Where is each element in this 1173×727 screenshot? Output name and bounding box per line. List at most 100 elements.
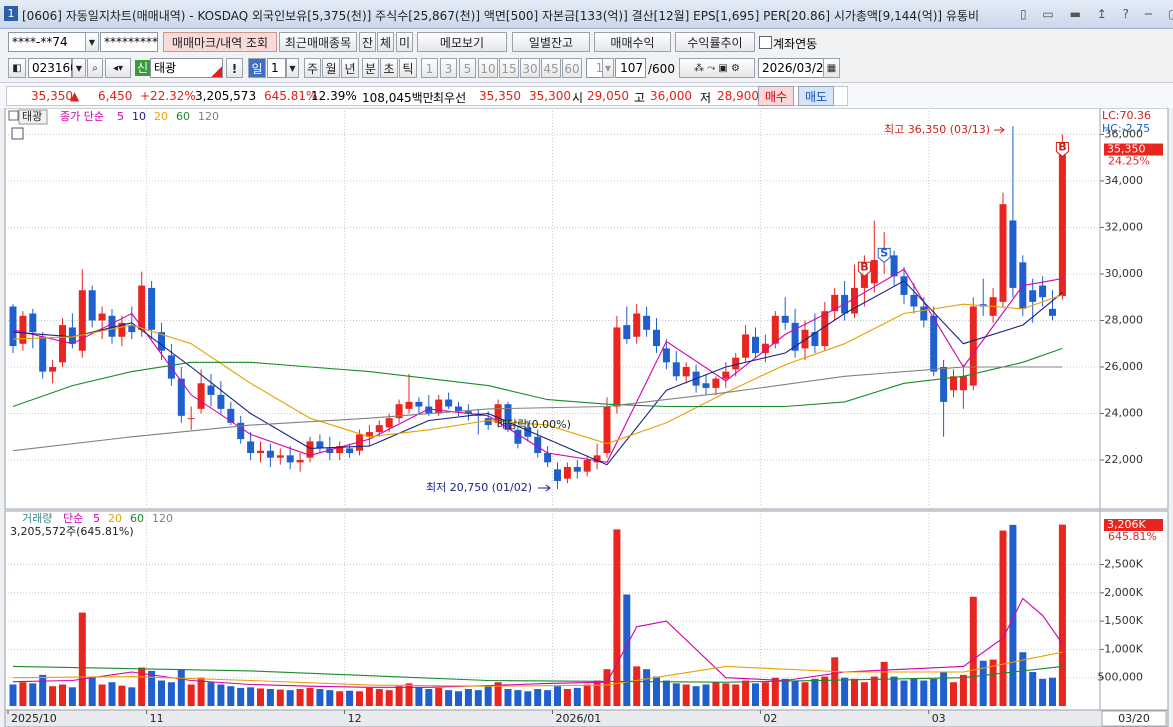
annotation-arrow (538, 484, 551, 492)
label: 시 (572, 91, 584, 105)
candle-body (752, 336, 759, 354)
period-button[interactable]: 분 (362, 58, 379, 78)
volume-bar (365, 687, 373, 706)
button[interactable]: 메모보기 (417, 32, 507, 52)
candle-body (395, 404, 403, 419)
label: 최우선 (433, 91, 467, 105)
name-input[interactable]: 태광 (150, 58, 223, 78)
period-button[interactable]: 월 (322, 58, 340, 78)
volume-bar (346, 690, 354, 706)
legend-entry: 20 (154, 110, 168, 123)
y-tick-label: 34,000 (1105, 174, 1144, 187)
button[interactable]: 매매마크/내역 조회 (163, 32, 277, 52)
candle-body (930, 315, 938, 372)
code-input[interactable]: 023160 (28, 58, 78, 78)
button[interactable]: 미 (396, 32, 413, 52)
period-button[interactable]: 틱 (399, 58, 417, 78)
volume-bar (573, 687, 581, 706)
date-input[interactable]: 2026/03/20 (758, 58, 831, 78)
candle-body (385, 418, 393, 428)
button[interactable]: 매매수익 (594, 32, 671, 52)
dropdown[interactable]: ▼ (85, 32, 99, 52)
account-input[interactable]: ****-**74 (8, 32, 86, 52)
volume-bar (583, 684, 591, 706)
y-tick-label: 36,000 (1105, 127, 1144, 140)
candle-body (415, 401, 423, 407)
alert-button[interactable]: ! (226, 58, 243, 78)
interval-button[interactable]: 15 (499, 58, 519, 78)
window-controls[interactable]: ▯ ▭ ▬ ↥ ? ─ ▢ ✕ (1020, 7, 1173, 21)
candle-body (207, 385, 215, 395)
candle-body (405, 401, 413, 409)
buy-button[interactable]: 매수 (758, 86, 794, 106)
volume-bar (732, 684, 740, 706)
ma-line (12, 294, 1063, 445)
button[interactable]: 일별잔고 (512, 32, 590, 52)
volume-bar (1049, 677, 1056, 706)
button[interactable]: 잔 (359, 32, 376, 52)
dropdown[interactable]: ▼ (72, 58, 86, 78)
period-button[interactable]: 초 (380, 58, 398, 78)
legend-icon (8, 110, 19, 121)
candle-body (227, 408, 235, 423)
checkbox-label: 계좌연동 (773, 37, 818, 51)
period-button[interactable]: 년 (341, 58, 359, 78)
volume-bar (474, 690, 482, 706)
volume-bar (316, 689, 324, 706)
icon-button[interactable]: ◧ (8, 58, 26, 78)
dropdown[interactable]: ▼ (286, 58, 299, 78)
ma-line (12, 366, 1063, 452)
y-tick-label: 22,000 (1105, 453, 1144, 466)
button[interactable]: 수익률추이 (675, 32, 755, 52)
period-input[interactable]: 1 (267, 58, 286, 78)
period-button[interactable]: 주 (304, 58, 321, 78)
interval-button[interactable]: 1 (421, 58, 438, 78)
interval-button[interactable]: 45 (541, 58, 561, 78)
sell-button[interactable]: 매도 (798, 86, 834, 106)
candle-body (9, 306, 17, 347)
volume-bar (356, 691, 363, 706)
button[interactable]: 체 (377, 32, 394, 52)
candle-body (484, 418, 492, 426)
icon-buttons[interactable]: ⁂ ⤳ ▣ ⚙ (679, 58, 755, 78)
dropdown[interactable]: ▼ (602, 58, 614, 78)
interval-button[interactable]: 3 (440, 58, 457, 78)
count-input[interactable]: 107 (615, 58, 646, 78)
arrow: ▲ (70, 89, 80, 103)
y-tick-label: 26,000 (1105, 360, 1144, 373)
candle-body (247, 441, 255, 454)
y-tick-label: 500,000 (1098, 671, 1144, 684)
candle-body (19, 315, 27, 344)
search-button[interactable]: ⌕ (87, 58, 103, 78)
interval-button[interactable]: 10 (478, 58, 498, 78)
interval-button[interactable]: 60 (562, 58, 582, 78)
volume-bar (950, 682, 957, 706)
candle-body (118, 322, 126, 337)
candle-body (603, 406, 611, 454)
candle-body (940, 366, 948, 402)
checkbox[interactable] (759, 36, 772, 49)
volume-bar (841, 677, 849, 706)
candle-body (425, 406, 433, 414)
title-bar: 1 [0606] 자동일지차트(매매내역) - KOSDAQ 외국인보유[5,3… (0, 0, 1173, 29)
change: 6,450 (98, 89, 133, 103)
volume-bar (98, 684, 106, 706)
signal-marker (857, 261, 871, 277)
volume-bar (771, 677, 779, 706)
period-button[interactable]: 일 (248, 58, 266, 78)
icon-button[interactable]: ◂▾ (105, 58, 131, 78)
candle-body (356, 434, 363, 451)
candle-body (771, 315, 779, 344)
button[interactable]: 최근매매종목 (279, 32, 357, 52)
volume-bar (237, 687, 245, 706)
y-tick-label: 28,000 (1105, 313, 1144, 326)
calendar-button[interactable]: ▦ (823, 58, 840, 78)
candle-body (257, 450, 264, 454)
interval-button[interactable]: 30 (520, 58, 540, 78)
password-input[interactable]: ********* (100, 32, 158, 52)
volume-bar (504, 689, 512, 706)
y-tick-label: 30,000 (1105, 267, 1144, 280)
interval-button[interactable]: 5 (459, 58, 476, 78)
candle-body (217, 394, 225, 409)
